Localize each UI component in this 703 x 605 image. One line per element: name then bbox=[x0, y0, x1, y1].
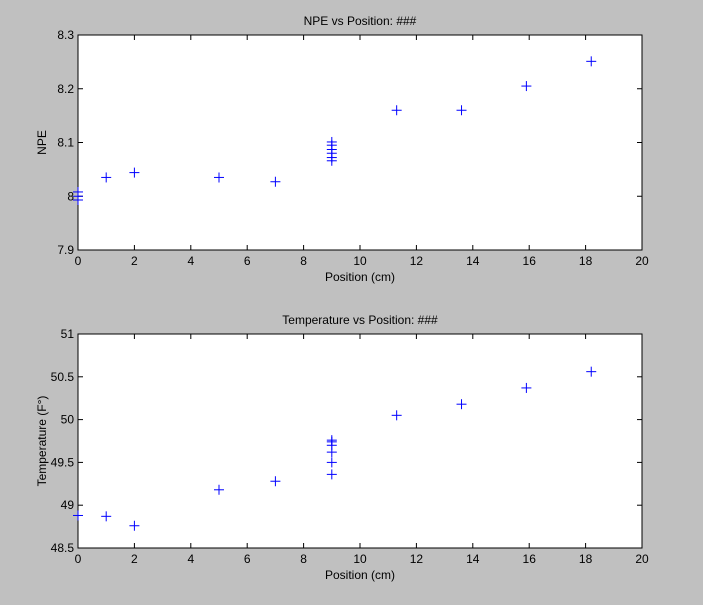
x-tick-label: 4 bbox=[187, 254, 194, 268]
x-tick-label: 20 bbox=[635, 254, 649, 268]
x-tick-label: 20 bbox=[635, 552, 649, 566]
y-tick-label: 8 bbox=[67, 189, 74, 203]
data-point bbox=[456, 105, 467, 116]
data-point bbox=[129, 520, 140, 531]
x-tick-label: 10 bbox=[353, 552, 367, 566]
data-point bbox=[521, 81, 532, 92]
data-point bbox=[391, 105, 402, 116]
y-tick-label: 8.2 bbox=[57, 82, 74, 96]
y-tick-label: 50.5 bbox=[51, 370, 75, 384]
data-point bbox=[101, 511, 112, 522]
y-tick-label: 49.5 bbox=[51, 455, 75, 469]
data-point bbox=[391, 410, 402, 421]
x-tick-label: 8 bbox=[300, 254, 307, 268]
data-point bbox=[270, 476, 281, 487]
x-tick-label: 18 bbox=[579, 254, 593, 268]
data-point bbox=[214, 484, 224, 495]
x-tick-label: 6 bbox=[244, 254, 251, 268]
data-point bbox=[73, 510, 83, 521]
data-point bbox=[326, 136, 337, 147]
x-tick-label: 16 bbox=[523, 254, 537, 268]
x-axis-label: Position (cm) bbox=[325, 568, 395, 582]
data-point bbox=[326, 435, 337, 446]
data-point bbox=[326, 469, 337, 480]
y-tick-label: 50 bbox=[61, 413, 75, 427]
x-tick-label: 2 bbox=[131, 254, 138, 268]
x-tick-label: 6 bbox=[244, 552, 251, 566]
y-tick-label: 8.1 bbox=[57, 136, 74, 150]
x-tick-label: 18 bbox=[579, 552, 593, 566]
y-tick-label: 51 bbox=[61, 327, 75, 341]
chart-1: 0 2 4 6 8 10 12 14 16 18 20 7.9 8 8.1 8.2 8.3 NPE vs Pos… bbox=[35, 14, 649, 284]
plot-area bbox=[77, 333, 643, 549]
y-tick-label: 48.5 bbox=[51, 541, 75, 555]
x-tick-label: 16 bbox=[523, 552, 537, 566]
x-tick-label: 0 bbox=[75, 552, 82, 566]
y-axis-label: NPE bbox=[35, 130, 49, 155]
chart-title: Temperature vs Position: ### bbox=[282, 313, 438, 327]
x-tick-label: 2 bbox=[131, 552, 138, 566]
x-tick-label: 12 bbox=[410, 552, 424, 566]
y-tick-label: 49 bbox=[61, 498, 75, 512]
x-tick-label: 4 bbox=[187, 552, 194, 566]
plot-area bbox=[77, 34, 643, 251]
x-tick-label: 12 bbox=[410, 254, 424, 268]
data-point bbox=[270, 176, 281, 187]
chart-title: NPE vs Position: ### bbox=[304, 14, 417, 28]
data-point bbox=[521, 382, 532, 393]
x-tick-label: 8 bbox=[300, 552, 307, 566]
data-point bbox=[101, 172, 112, 183]
series-1 bbox=[73, 56, 597, 206]
x-tick-label: 14 bbox=[466, 552, 480, 566]
x-tick-label: 0 bbox=[75, 254, 82, 268]
x-axis-label: Position (cm) bbox=[325, 270, 395, 284]
data-point bbox=[326, 457, 337, 468]
data-point bbox=[456, 399, 467, 410]
data-point bbox=[214, 172, 224, 183]
chart-2: 0 2 4 6 8 10 12 14 16 18 20 48.5 49 49.5 50 50.5 51 Tempe… bbox=[35, 313, 649, 582]
y-tick-label: 7.9 bbox=[57, 243, 74, 257]
data-point bbox=[129, 167, 140, 178]
series-1 bbox=[73, 366, 597, 531]
data-point bbox=[73, 186, 83, 197]
data-point bbox=[586, 56, 597, 67]
x-tick-label: 10 bbox=[353, 254, 367, 268]
y-axis-label: Temperature (F°) bbox=[35, 396, 49, 487]
data-point bbox=[586, 366, 597, 377]
y-tick-label: 8.3 bbox=[57, 28, 74, 42]
x-tick-label: 14 bbox=[466, 254, 480, 268]
